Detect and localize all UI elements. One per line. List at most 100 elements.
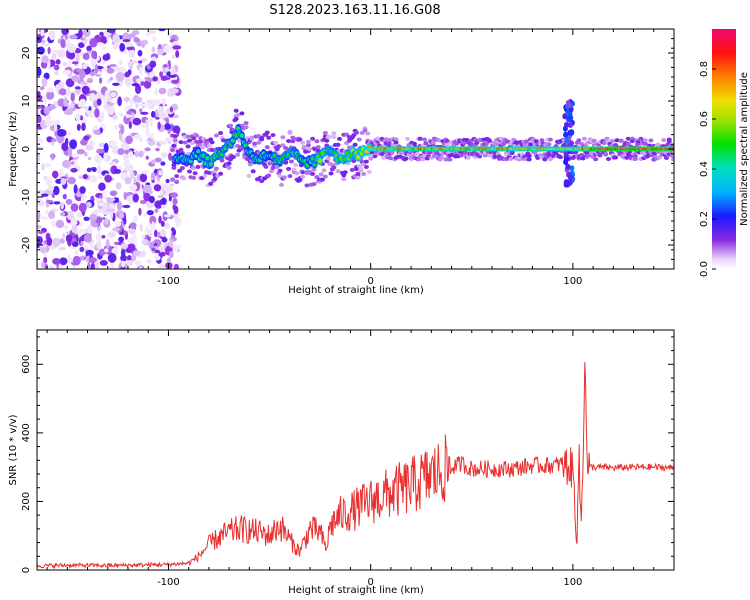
ridge-halo [576,138,582,143]
ridge-halo [614,138,620,143]
noise-speckle [52,258,61,265]
noise-speckle [124,77,132,87]
ridge-halo [610,139,616,144]
ridge-halo [422,137,427,142]
ridge-halo [219,158,225,163]
noise-speckle [47,46,51,55]
noise-speckle [139,136,143,143]
ridge-halo [249,135,255,140]
noise-speckle [80,37,86,41]
noise-speckle [65,234,73,243]
noise-speckle [69,34,78,40]
ridge-spread [563,151,569,158]
ridge-halo [172,138,178,143]
noise-speckle [144,147,151,152]
ridge-halo [321,168,327,173]
ridge-halo [235,113,241,117]
noise-speckle [80,139,88,146]
noise-speckle [90,58,97,67]
noise-speckle [149,117,154,127]
noise-speckle [62,193,67,200]
ridge-halo [603,151,609,156]
noise-speckle [151,46,156,53]
ridge-halo [557,155,563,160]
ridge-halo [300,170,306,175]
noise-speckle [124,177,132,185]
noise-speckle [96,232,102,242]
ridge-halo [202,173,208,178]
ridge-halo [290,135,296,140]
noise-speckle [145,99,155,104]
noise-speckle [141,58,148,63]
noise-speckle [63,97,68,107]
y-tick-label: -20 [21,237,32,253]
noise-speckle [112,114,118,120]
y-tick-label: 400 [21,423,32,442]
ridge-halo [281,175,287,180]
figure-title: S128.2023.163.11.16.G08 [269,3,440,18]
ridge-halo [337,136,342,141]
noise-speckle [80,98,87,107]
noise-speckle [104,248,109,253]
ridge-halo [388,156,393,161]
noise-speckle [79,81,88,86]
ridge-halo [179,166,185,171]
noise-speckle [139,250,147,258]
noise-speckle [141,42,145,49]
noise-speckle [148,195,155,204]
noise-speckle [109,76,114,81]
colorbar-tick-label: 0.6 [699,111,710,127]
noise-speckle [152,76,158,82]
ridge-halo [383,137,389,142]
ridge-halo [286,166,292,171]
ridge-halo [591,138,597,143]
noise-speckle [51,153,55,161]
ridge-halo [287,174,293,179]
noise-speckle [90,71,95,77]
noise-speckle [75,113,81,122]
noise-speckle [144,226,149,236]
noise-speckle [132,117,142,126]
ridge-spread [562,113,568,120]
ridge-halo [314,139,320,144]
noise-speckle [172,125,181,135]
noise-speckle [70,92,75,102]
noise-speckle [37,67,42,77]
ridge-halo [189,141,195,146]
ridge-halo [287,129,293,134]
noise-speckle [70,217,78,226]
noise-speckle [58,88,67,96]
colorbar-gradient [712,29,736,269]
noise-speckle [70,153,80,158]
noise-speckle [120,242,129,249]
noise-speckle [172,244,179,253]
ridge-halo [174,180,180,185]
noise-speckle [155,147,160,152]
noise-speckle [143,184,152,193]
noise-speckle [127,243,136,252]
ridge-halo [243,121,249,126]
ridge-halo [182,140,188,145]
ridge-halo [191,136,197,141]
ridge-halo [181,176,187,181]
noise-speckle [37,230,44,235]
noise-speckle [77,228,86,235]
noise-speckle [170,88,179,94]
noise-speckle [160,75,168,81]
noise-speckle [165,178,170,184]
noise-speckle [40,29,45,37]
noise-speckle [37,189,45,195]
noise-speckle [100,111,105,121]
noise-speckle [37,35,42,44]
ridge-halo [363,159,369,164]
noise-speckle [73,250,80,256]
noise-speckle [40,39,46,44]
noise-speckle [129,98,133,108]
ridge-halo [430,140,436,145]
ridge-halo [191,166,197,171]
noise-speckle [42,163,52,168]
noise-speckle [85,144,94,151]
ridge-halo [192,171,198,176]
ridge-halo [581,136,587,141]
